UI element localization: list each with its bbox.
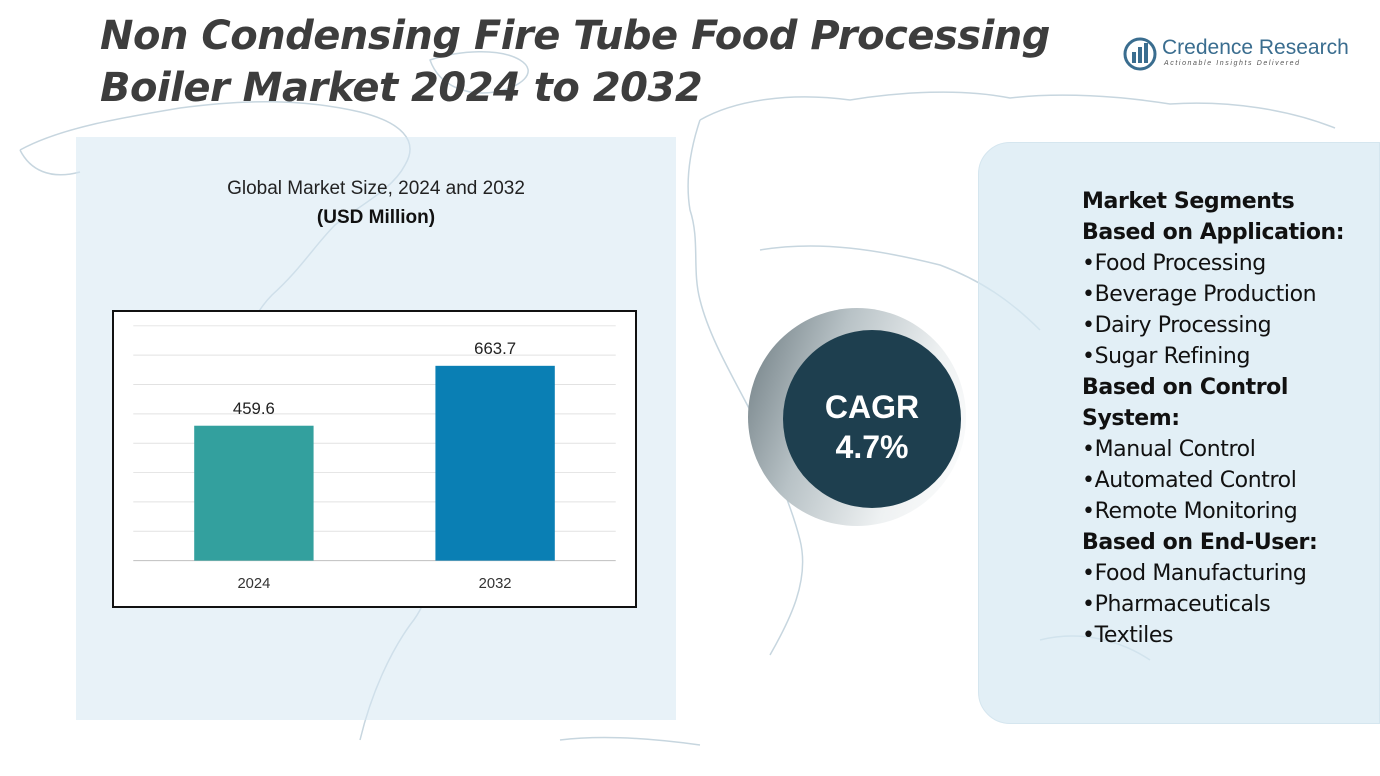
- bar-value-label: 663.7: [474, 339, 516, 358]
- bar-chart-logo-icon: [1123, 37, 1157, 71]
- segment-item: Dairy Processing: [1082, 310, 1377, 341]
- bar-2024: [194, 425, 314, 561]
- segment-item: Sugar Refining: [1082, 341, 1377, 372]
- x-tick-label: 2024: [237, 576, 270, 592]
- segment-heading-application: Based on Application:: [1082, 220, 1345, 245]
- chart-subtitle: (USD Million): [316, 207, 436, 228]
- segment-heading-control-system: Based on Control System:: [1082, 375, 1289, 431]
- segment-item: Food Processing: [1082, 248, 1377, 279]
- segments-title: Market Segments: [1082, 189, 1295, 214]
- segment-item: Beverage Production: [1082, 279, 1377, 310]
- logo-name: Credence Research: [1162, 36, 1349, 59]
- segments-list: Market Segments Based on Application: Fo…: [1082, 186, 1377, 651]
- segment-heading-end-user: Based on End-User:: [1082, 530, 1318, 555]
- page-title: Non Condensing Fire Tube Food Processing…: [100, 13, 1050, 111]
- logo-tagline: Actionable Insights Delivered: [1164, 60, 1301, 67]
- segment-item: Manual Control: [1082, 434, 1377, 465]
- segment-item: Automated Control: [1082, 465, 1377, 496]
- segment-item: Food Manufacturing: [1082, 558, 1377, 589]
- bar-chart: 459.6 2024 663.7 2032: [112, 310, 637, 608]
- cagr-value: 4.7%: [835, 429, 909, 465]
- bar-value-label: 459.6: [233, 399, 275, 418]
- credence-research-logo[interactable]: Credence Research Actionable Insights De…: [1122, 34, 1362, 74]
- segment-item: Pharmaceuticals: [1082, 589, 1377, 620]
- segment-item: Remote Monitoring: [1082, 496, 1377, 527]
- cagr-badge: CAGR 4.7%: [783, 330, 961, 508]
- cagr-label: CAGR: [824, 389, 920, 425]
- chart-title: Global Market Size, 2024 and 2032: [227, 178, 525, 199]
- x-tick-label: 2032: [479, 576, 512, 592]
- segment-item: Textiles: [1082, 620, 1377, 651]
- bar-2032: [435, 365, 555, 561]
